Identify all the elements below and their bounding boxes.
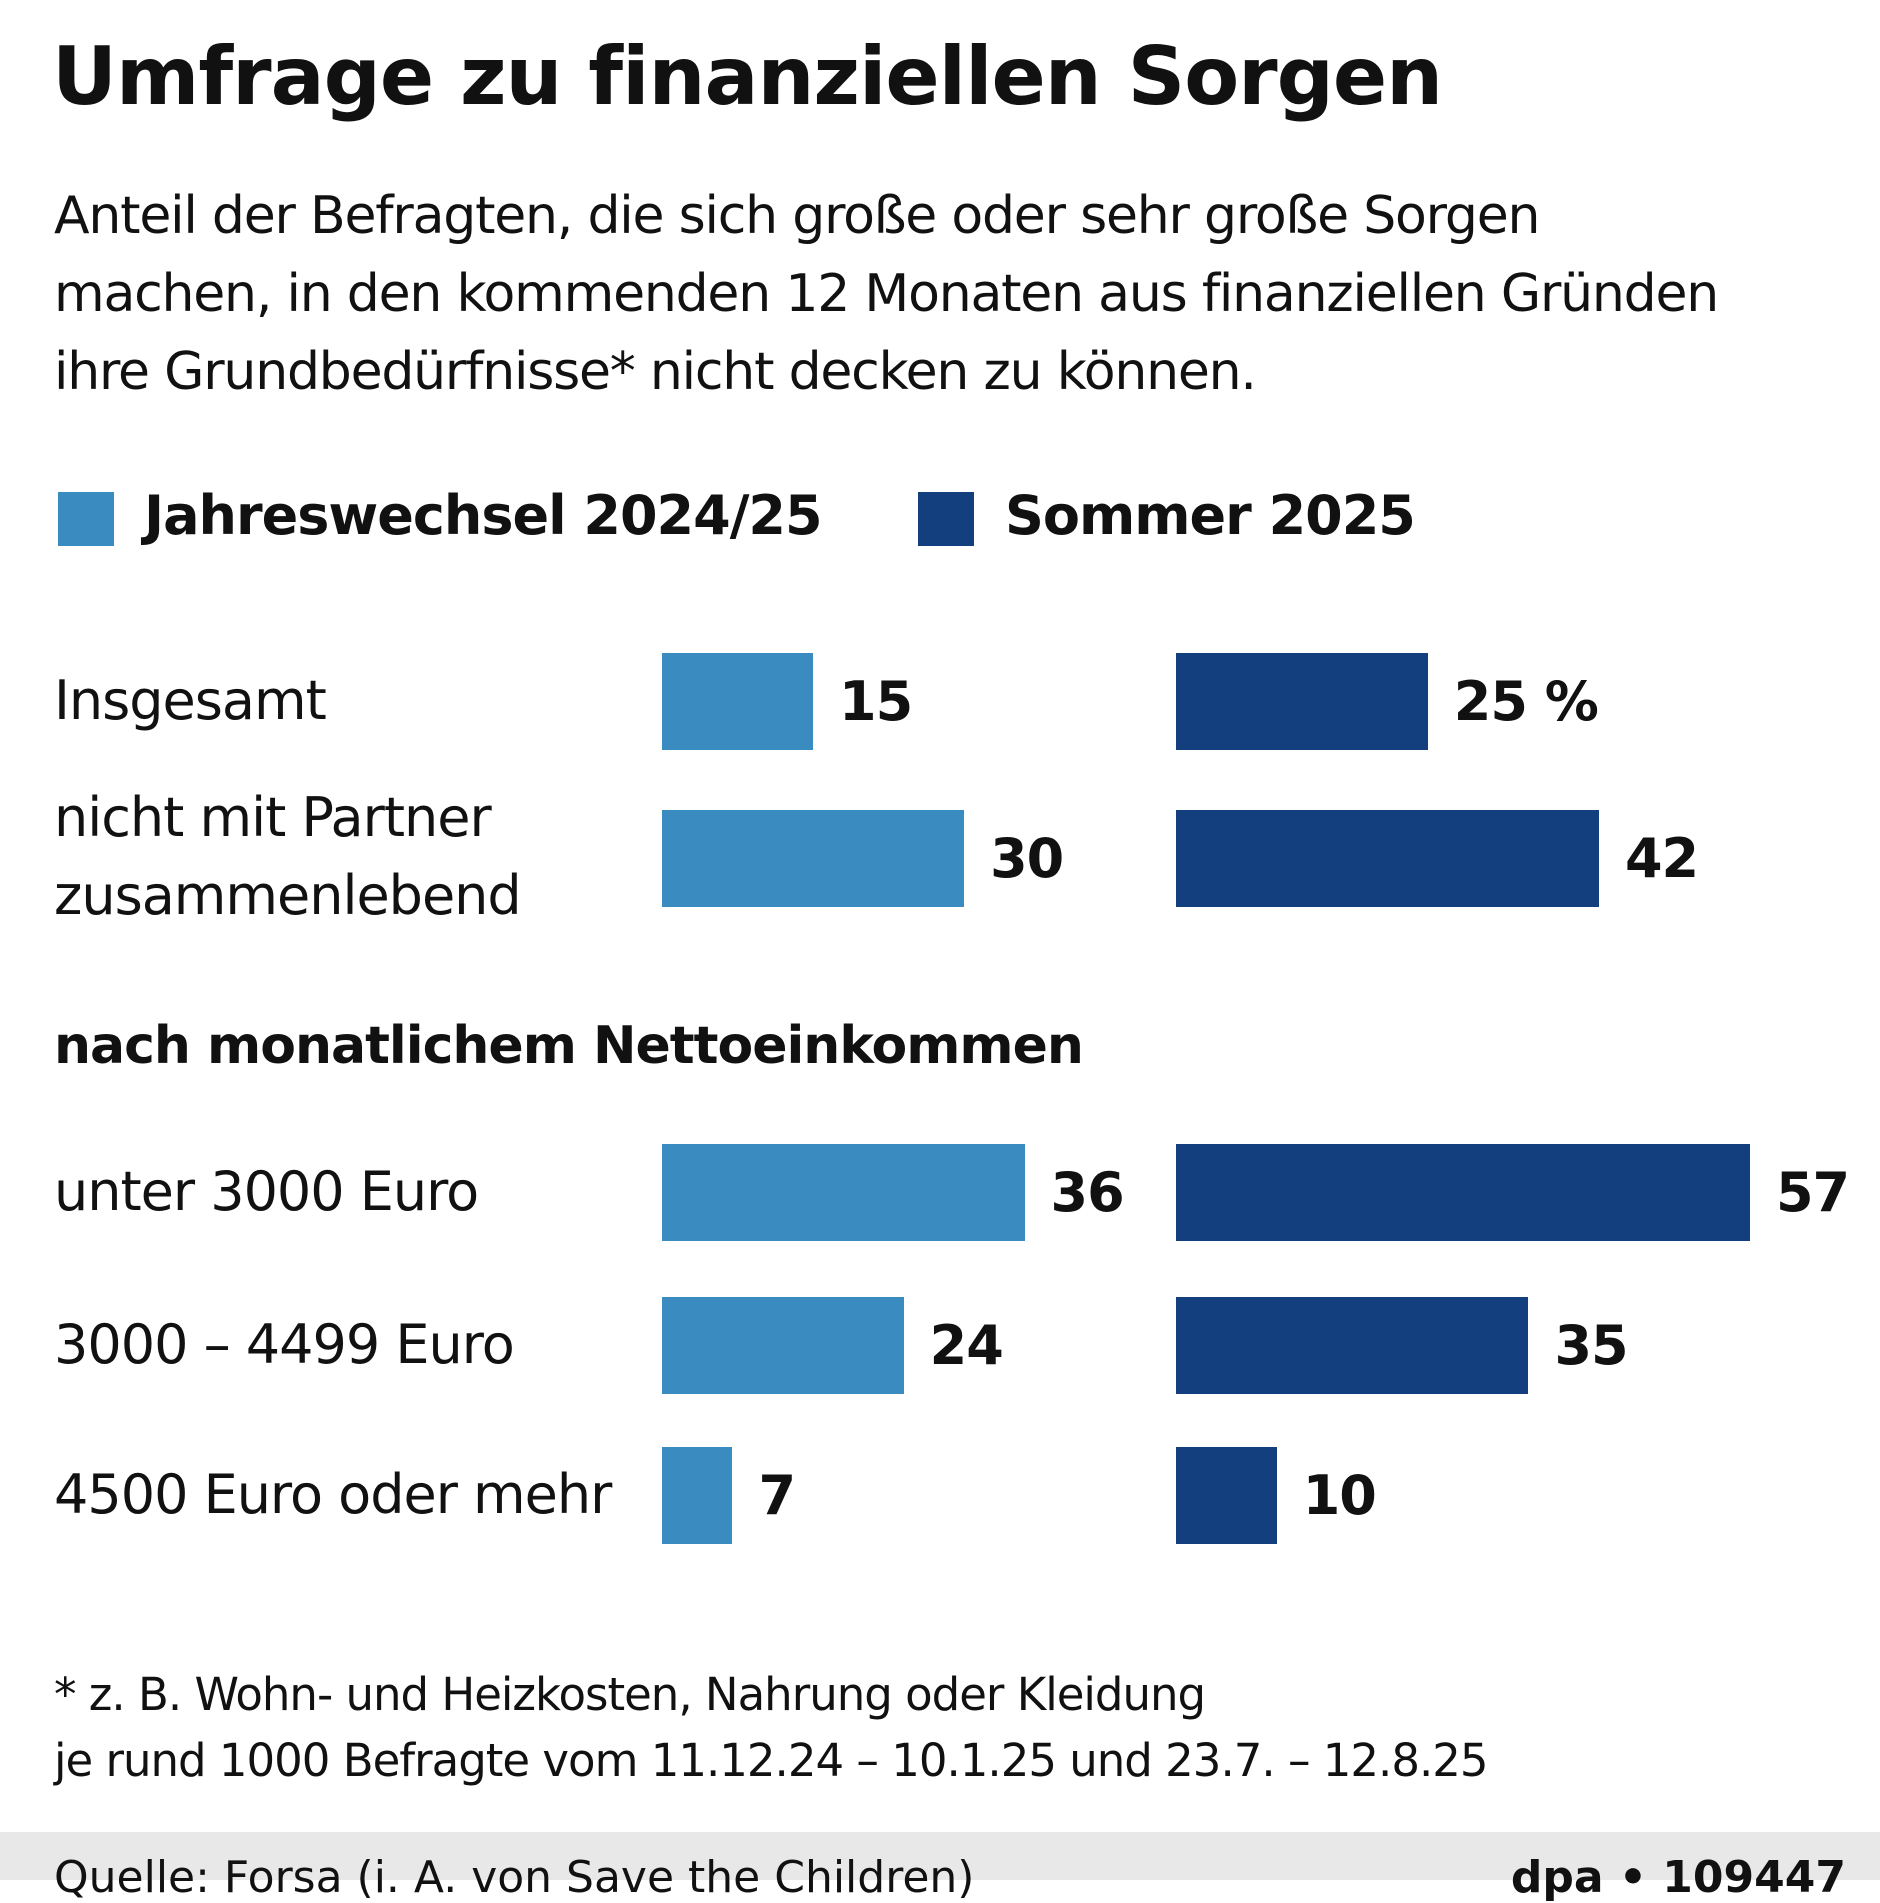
- bar-jahreswechsel-0: [662, 653, 814, 750]
- value-label: 36: [1050, 1161, 1125, 1224]
- category-label: 4500 Euro oder mehr: [54, 1463, 612, 1526]
- legend-swatch-1: [58, 492, 114, 546]
- source-band: [0, 1832, 1880, 1880]
- footnote: * z. B. Wohn- und Heizkosten, Nahrung od…: [54, 1668, 1206, 1721]
- bar-sommer-2025-4: [1176, 1447, 1277, 1544]
- credit-text: dpa • 109447: [1510, 1852, 1846, 1903]
- bar-sommer-2025-1: [1176, 810, 1599, 907]
- bar-sommer-2025-2: [1176, 1144, 1750, 1241]
- source-text: Quelle: Forsa (i. A. von Save the Childr…: [54, 1852, 975, 1903]
- footnote: je rund 1000 Befragte vom 11.12.24 – 10.…: [54, 1734, 1489, 1787]
- bar-sommer-2025-3: [1176, 1297, 1529, 1394]
- category-label: nicht mit Partner: [54, 786, 492, 849]
- category-label: Insgesamt: [54, 669, 327, 732]
- value-label: 35: [1554, 1314, 1628, 1377]
- value-label: 25 %: [1453, 670, 1599, 733]
- value-label: 15: [839, 670, 913, 733]
- subtitle-line: machen, in den kommenden 12 Monaten aus …: [54, 264, 1719, 324]
- value-label: 30: [990, 827, 1064, 890]
- bar-jahreswechsel-3: [662, 1297, 904, 1394]
- category-label: unter 3000 Euro: [54, 1160, 479, 1223]
- category-label: zusammenlebend: [54, 864, 522, 927]
- value-label: 7: [758, 1464, 796, 1527]
- value-label: 57: [1775, 1161, 1850, 1224]
- chart-title: Umfrage zu finanziellen Sorgen: [52, 30, 1443, 123]
- value-label: 42: [1624, 827, 1699, 890]
- section-heading: nach monatlichem Nettoeinkommen: [54, 1016, 1084, 1076]
- bar-sommer-2025-0: [1176, 653, 1428, 750]
- legend-label-2: Sommer 2025: [1005, 484, 1416, 547]
- legend-swatch-2: [918, 492, 974, 546]
- category-label: 3000 – 4499 Euro: [54, 1313, 515, 1376]
- bar-jahreswechsel-2: [662, 1144, 1025, 1241]
- bar-jahreswechsel-4: [662, 1447, 733, 1544]
- value-label: 10: [1302, 1464, 1377, 1527]
- subtitle-line: Anteil der Befragten, die sich große ode…: [54, 186, 1540, 246]
- value-label: 24: [929, 1314, 1004, 1377]
- bar-jahreswechsel-1: [662, 810, 965, 907]
- legend-label-1: Jahreswechsel 2024/25: [144, 484, 823, 547]
- subtitle-line: ihre Grundbedürfnisse* nicht decken zu k…: [54, 342, 1257, 402]
